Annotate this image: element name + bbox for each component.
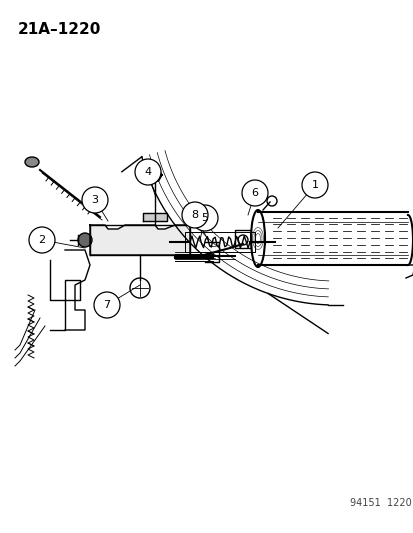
Text: 7: 7 [103, 300, 110, 310]
Ellipse shape [25, 157, 39, 167]
Circle shape [242, 180, 267, 206]
Text: 2: 2 [38, 235, 45, 245]
Circle shape [82, 187, 108, 213]
Circle shape [135, 159, 161, 185]
Text: 1: 1 [311, 180, 318, 190]
Text: 94151  1220: 94151 1220 [349, 498, 411, 508]
Text: 4: 4 [144, 167, 151, 177]
Text: 6: 6 [251, 188, 258, 198]
Text: 21A–1220: 21A–1220 [18, 22, 101, 37]
Polygon shape [142, 213, 166, 221]
Circle shape [29, 227, 55, 253]
Bar [235, 230, 250, 248]
Circle shape [78, 233, 92, 247]
Circle shape [94, 292, 120, 318]
Circle shape [192, 205, 218, 231]
Polygon shape [147, 169, 161, 181]
Polygon shape [90, 225, 190, 255]
Text: 3: 3 [91, 195, 98, 205]
Circle shape [301, 172, 327, 198]
Text: 5: 5 [201, 213, 208, 223]
Circle shape [182, 202, 207, 228]
Text: 8: 8 [191, 210, 198, 220]
